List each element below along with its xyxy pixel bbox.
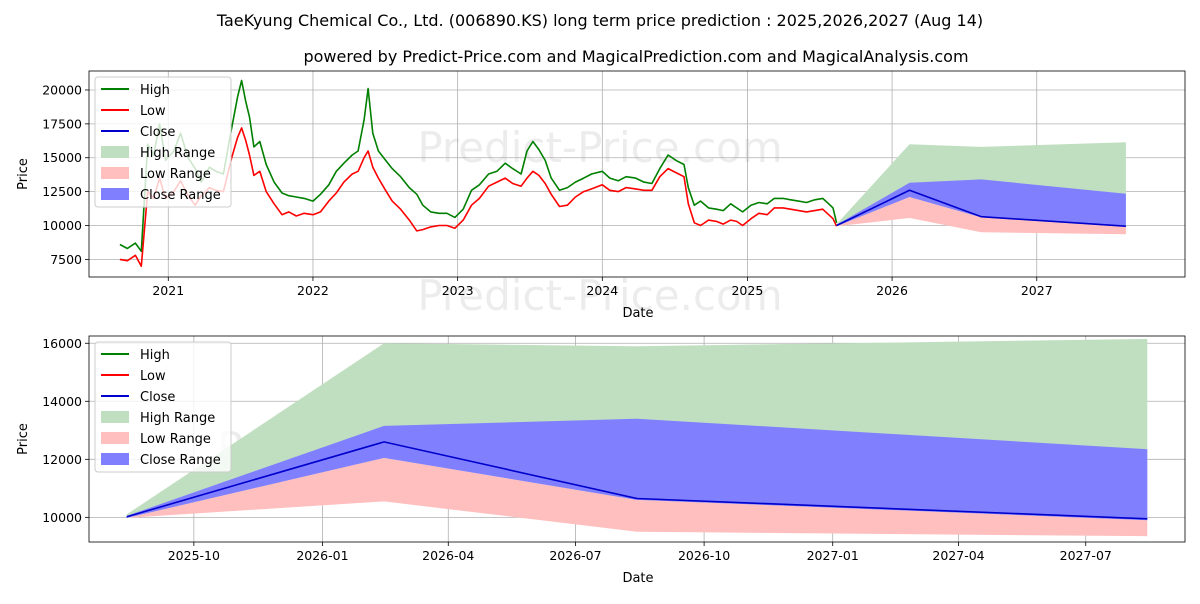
- x-tick-label: 2025: [731, 283, 763, 298]
- plot-area: [119, 79, 1126, 268]
- x-tick-label: 2021: [152, 283, 184, 298]
- y-tick-label: 12500: [42, 184, 82, 199]
- long-term-panel: Predict-Price.com Predict-Price.com 2021 20…: [16, 70, 1186, 321]
- x-tick-label: 2027-07: [1060, 548, 1112, 563]
- legend-entry-label: Low Range: [140, 432, 211, 447]
- legend-close-range-swatch: [101, 188, 129, 200]
- prediction-zoom-panel: Predict-Price.comPredict-Price.com2025-1…: [16, 335, 1186, 586]
- legend-entry-label: Close: [140, 125, 175, 140]
- close-series-line: [836, 189, 1126, 227]
- legend-entry-label: High: [140, 83, 170, 98]
- legend-low-range-swatch: [101, 167, 129, 179]
- y-tick-label: 12000: [42, 452, 82, 467]
- y-tick-label: 16000: [42, 336, 82, 351]
- chart-subtitle: powered by Predict-Price.com and Magical…: [303, 47, 968, 66]
- legend-entry-label: High Range: [140, 146, 215, 161]
- watermark-text: Predict-Price.com: [417, 271, 782, 320]
- axes-frame: [88, 335, 1186, 543]
- high-series-line: [119, 79, 838, 253]
- y-axis-label: Price: [16, 423, 31, 455]
- axes-frame: [88, 70, 1186, 278]
- legend-high-range-swatch: [101, 411, 129, 423]
- plot-area: [126, 338, 1148, 537]
- y-tick-label: 7500: [50, 252, 82, 267]
- legend-entry-label: High Range: [140, 411, 215, 426]
- x-tick-label: 2025-10: [168, 548, 220, 563]
- legend: High Low Close High Range Low Range Close Ran…: [94, 341, 232, 473]
- low-range-band: [836, 197, 1126, 235]
- legend-low-range-swatch: [101, 432, 129, 444]
- x-tick-label: 2026: [876, 283, 908, 298]
- legend-entry-label: Close Range: [140, 188, 221, 203]
- legend-entry-label: Close Range: [140, 453, 221, 468]
- x-axis-label: Date: [622, 571, 653, 586]
- legend-entry-label: Low: [140, 104, 166, 119]
- legend-entry-label: High: [140, 348, 170, 363]
- y-tick-label: 17500: [42, 116, 82, 131]
- x-tick-label: 2026-01: [296, 548, 348, 563]
- legend-entry-label: Low: [140, 369, 166, 384]
- x-tick-label: 2024: [586, 283, 618, 298]
- legend-close-range-swatch: [101, 453, 129, 465]
- x-tick-label: 2023: [442, 283, 474, 298]
- legend-high-range-swatch: [101, 146, 129, 158]
- y-tick-label: 10000: [42, 218, 82, 233]
- watermark-text: Predict-Price.com: [417, 123, 782, 172]
- y-axis-label: Price: [16, 158, 31, 190]
- x-tick-label: 2026-10: [678, 548, 730, 563]
- y-tick-label: 10000: [42, 510, 82, 525]
- x-tick-label: 2027: [1021, 283, 1053, 298]
- legend-entry-label: Close: [140, 390, 175, 405]
- close-range-band: [126, 418, 1148, 521]
- legend-entry-label: Low Range: [140, 167, 211, 182]
- x-axis-label: Date: [622, 306, 653, 321]
- low-range-band: [126, 457, 1148, 537]
- y-tick-label: 14000: [42, 394, 82, 409]
- x-tick-label: 2026-04: [422, 548, 474, 563]
- low-series-line: [119, 127, 838, 268]
- legend: High Low Close High Range Low Range Close Ran…: [94, 76, 232, 208]
- x-tick-label: 2026-07: [549, 548, 601, 563]
- y-tick-label: 15000: [42, 150, 82, 165]
- y-tick-label: 20000: [42, 82, 82, 97]
- chart-title: TaeKyung Chemical Co., Ltd. (006890.KS) …: [216, 11, 983, 30]
- x-tick-label: 2027-01: [807, 548, 859, 563]
- x-tick-label: 2022: [297, 283, 329, 298]
- close-series-line: [126, 441, 1148, 520]
- x-tick-label: 2027-04: [932, 548, 984, 563]
